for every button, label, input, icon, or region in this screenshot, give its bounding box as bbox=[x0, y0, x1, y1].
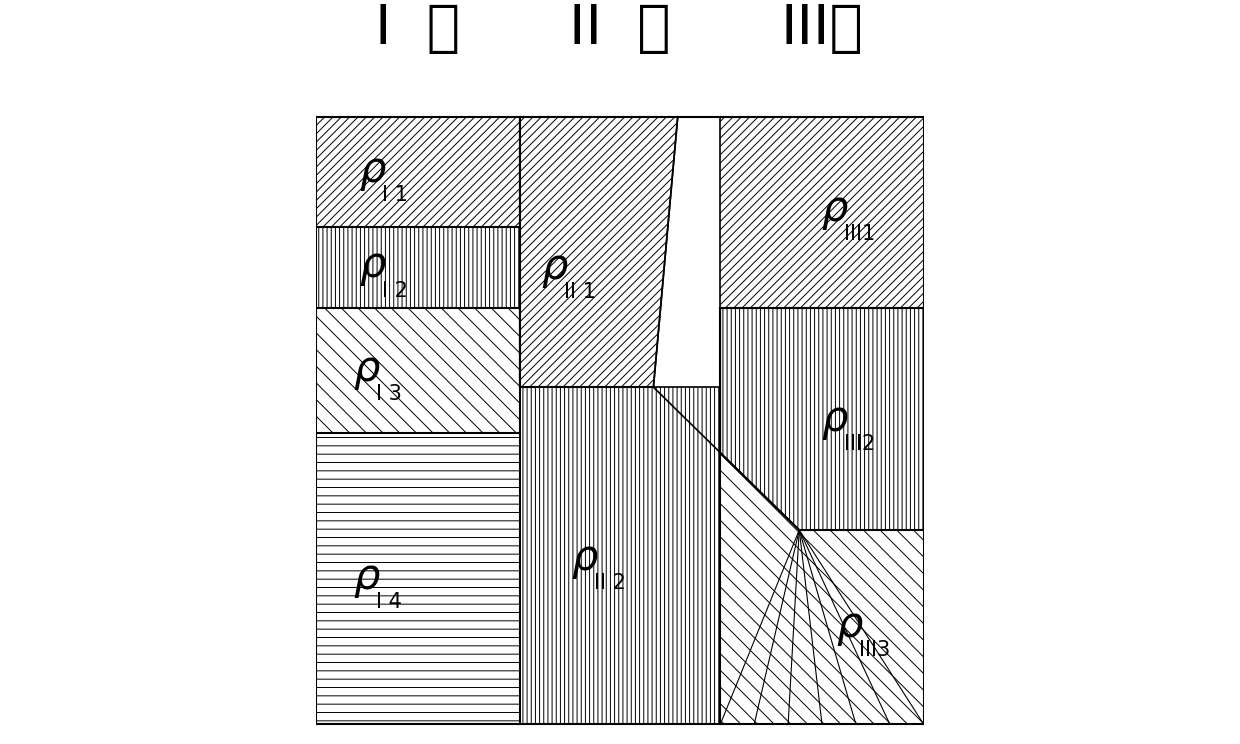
Text: II 1: II 1 bbox=[564, 282, 596, 302]
Text: III2: III2 bbox=[843, 434, 875, 454]
Text: III3: III3 bbox=[859, 641, 890, 660]
Polygon shape bbox=[720, 452, 924, 725]
Text: $\rho$: $\rho$ bbox=[352, 350, 381, 392]
Text: I 3: I 3 bbox=[376, 384, 402, 404]
Text: II 2: II 2 bbox=[594, 574, 626, 594]
Polygon shape bbox=[316, 228, 520, 308]
Text: I 1: I 1 bbox=[382, 185, 408, 205]
Text: III区: III区 bbox=[781, 2, 863, 56]
Polygon shape bbox=[316, 433, 520, 725]
Polygon shape bbox=[316, 117, 520, 228]
Text: $\rho$: $\rho$ bbox=[821, 400, 848, 442]
Text: $\rho$: $\rho$ bbox=[352, 557, 381, 600]
Text: $\rho$: $\rho$ bbox=[358, 151, 387, 193]
Polygon shape bbox=[720, 308, 924, 530]
Text: $\rho$: $\rho$ bbox=[358, 246, 387, 289]
Text: $\rho$: $\rho$ bbox=[821, 190, 848, 232]
Text: $\rho$: $\rho$ bbox=[541, 248, 569, 289]
Text: I 2: I 2 bbox=[382, 280, 408, 301]
Polygon shape bbox=[520, 387, 720, 725]
Polygon shape bbox=[720, 117, 924, 308]
Text: $\rho$: $\rho$ bbox=[836, 606, 864, 648]
Text: III1: III1 bbox=[843, 224, 875, 244]
Text: I 4: I 4 bbox=[376, 591, 402, 612]
Text: II  区: II 区 bbox=[569, 2, 671, 56]
Text: I  区: I 区 bbox=[376, 2, 460, 56]
Polygon shape bbox=[316, 308, 520, 433]
Polygon shape bbox=[520, 117, 678, 387]
Text: $\rho$: $\rho$ bbox=[572, 539, 599, 581]
